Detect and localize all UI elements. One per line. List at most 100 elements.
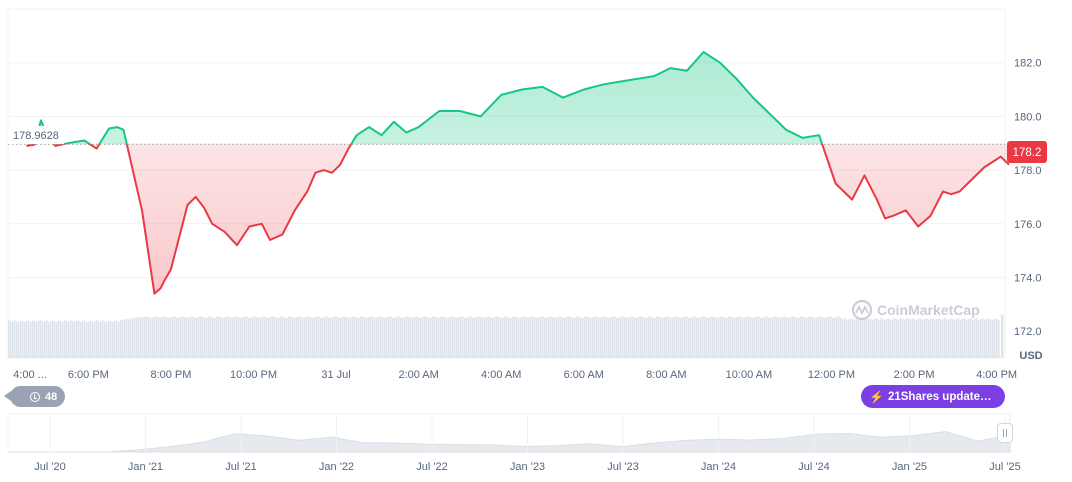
volume-bar: [968, 318, 970, 358]
volume-bar: [976, 318, 978, 358]
volume-bar: [336, 316, 338, 358]
volume-bar: [484, 317, 486, 358]
volume-bar: [408, 316, 410, 358]
volume-bar: [210, 316, 212, 358]
overview-scroll-handle[interactable]: [997, 423, 1013, 443]
x-tick-label: 6:00 PM: [68, 369, 109, 381]
volume-bar: [376, 317, 378, 358]
volume-bar: [860, 319, 862, 358]
volume-bar: [730, 316, 732, 358]
volume-bar: [770, 317, 772, 358]
baseline-label: 178.9628: [8, 126, 64, 144]
volume-bar: [864, 319, 866, 358]
volume-bar: [180, 316, 182, 358]
volume-bar: [422, 316, 424, 358]
volume-bar: [668, 316, 670, 358]
volume-bar: [742, 317, 744, 358]
volume-bar: [30, 321, 32, 358]
volume-bar: [102, 320, 104, 358]
volume-bar: [58, 320, 60, 358]
volume-bar: [166, 316, 168, 358]
volume-bar: [496, 316, 498, 358]
volume-bar: [920, 318, 922, 358]
volume-bar: [992, 319, 994, 358]
volume-bar: [278, 317, 280, 358]
volume-bar: [44, 320, 46, 358]
volume-bar: [888, 318, 890, 358]
volume-bar: [392, 317, 394, 358]
overview-navigator[interactable]: Jul '20 Jan '21 Jul '21 Jan '22 Jul '22 Jan '…: [7, 413, 1021, 473]
volume-bar: [738, 316, 740, 358]
volume-bar: [512, 316, 514, 358]
volume-bar: [12, 321, 14, 358]
volume-bar: [318, 316, 320, 358]
volume-bar: [128, 318, 130, 358]
volume-bar: [618, 317, 620, 358]
volume-bar: [964, 318, 966, 358]
volume-bars: [8, 315, 1004, 358]
volume-bar: [308, 316, 310, 358]
volume-bar: [520, 317, 522, 358]
volume-bar: [536, 317, 538, 358]
volume-bar: [300, 316, 302, 358]
overview-x-label: Jan '22: [319, 461, 354, 473]
volume-bar: [784, 316, 786, 358]
volume-bar: [778, 317, 780, 358]
volume-bar: [644, 317, 646, 358]
volume-bar: [384, 317, 386, 358]
volume-bar: [906, 318, 908, 358]
volume-bar: [874, 318, 876, 358]
volume-bar: [544, 317, 546, 358]
volume-bar: [158, 317, 160, 358]
svg-text:CoinMarketCap: CoinMarketCap: [877, 302, 980, 318]
volume-bar: [382, 317, 384, 358]
volume-bar: [56, 321, 58, 358]
volume-bar: [48, 321, 50, 358]
volume-bar: [548, 316, 550, 358]
volume-bar: [598, 317, 600, 358]
overview-x-label: Jan '23: [510, 461, 545, 473]
volume-bar: [320, 317, 322, 358]
volume-bar: [464, 317, 466, 358]
volume-bar: [196, 317, 198, 358]
volume-bar: [662, 317, 664, 358]
volume-bar: [664, 317, 666, 358]
volume-bar: [66, 321, 68, 358]
volume-bar: [600, 317, 602, 358]
volume-bar: [630, 316, 632, 358]
volume-bar: [750, 317, 752, 358]
volume-bar: [522, 316, 524, 358]
hover-badge[interactable]: 48: [3, 386, 66, 407]
volume-bar: [922, 319, 924, 358]
volume-bar: [568, 316, 570, 358]
volume-bar: [524, 316, 526, 358]
volume-bar: [990, 319, 992, 358]
volume-bar: [998, 319, 1000, 358]
currency-label: USD: [1019, 350, 1042, 362]
volume-bar: [330, 317, 332, 358]
volume-bar: [248, 317, 250, 358]
volume-bar: [442, 316, 444, 358]
x-tick-label: 8:00 PM: [150, 369, 191, 381]
news-badge[interactable]: ⚡ 21Shares updates S...: [861, 385, 1005, 408]
volume-bar: [192, 316, 194, 358]
volume-bar: [388, 316, 390, 358]
volume-bar: [120, 320, 122, 358]
volume-bar: [974, 318, 976, 358]
volume-bar: [908, 319, 910, 358]
volume-bar: [880, 318, 882, 358]
volume-bar: [344, 316, 346, 358]
overview-area: [8, 431, 1011, 453]
volume-bar: [806, 317, 808, 358]
volume-bar: [702, 316, 704, 358]
volume-bar: [624, 317, 626, 358]
volume-bar: [514, 316, 516, 358]
volume-bar: [184, 316, 186, 358]
volume-bar: [266, 317, 268, 358]
volume-bar: [286, 317, 288, 358]
volume-bar: [448, 317, 450, 358]
volume-bar: [786, 317, 788, 358]
volume-bar: [212, 317, 214, 358]
